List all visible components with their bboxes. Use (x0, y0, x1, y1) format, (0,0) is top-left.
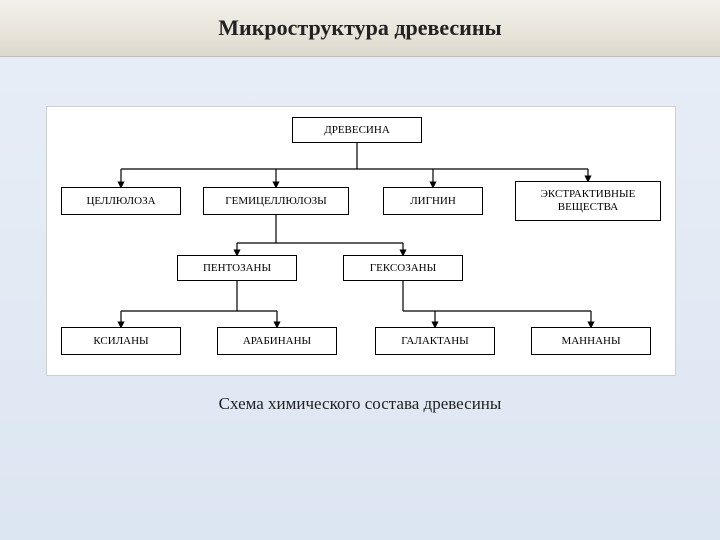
node-hemi: ГЕМИЦЕЛЛЮЛОЗЫ (203, 187, 349, 215)
node-hexosans: ГЕКСОЗАНЫ (343, 255, 463, 281)
node-arabinans: АРАБИНАНЫ (217, 327, 337, 355)
node-galactans: ГАЛАКТАНЫ (375, 327, 495, 355)
node-root: ДРЕВЕСИНА (292, 117, 422, 143)
node-extract: ЭКСТРАКТИВНЫЕ ВЕЩЕСТВА (515, 181, 661, 221)
page-title: Микроструктура древесины (0, 0, 720, 57)
node-pentosans: ПЕНТОЗАНЫ (177, 255, 297, 281)
diagram-canvas: ДРЕВЕСИНА ЦЕЛЛЮЛОЗА ГЕМИЦЕЛЛЮЛОЗЫ ЛИГНИН ЭКС… (46, 106, 676, 376)
diagram-caption: Схема химического состава древесины (0, 394, 720, 414)
node-mannans: МАННАНЫ (531, 327, 651, 355)
node-cellulose: ЦЕЛЛЮЛОЗА (61, 187, 181, 215)
node-xylans: КСИЛАНЫ (61, 327, 181, 355)
node-lignin: ЛИГНИН (383, 187, 483, 215)
